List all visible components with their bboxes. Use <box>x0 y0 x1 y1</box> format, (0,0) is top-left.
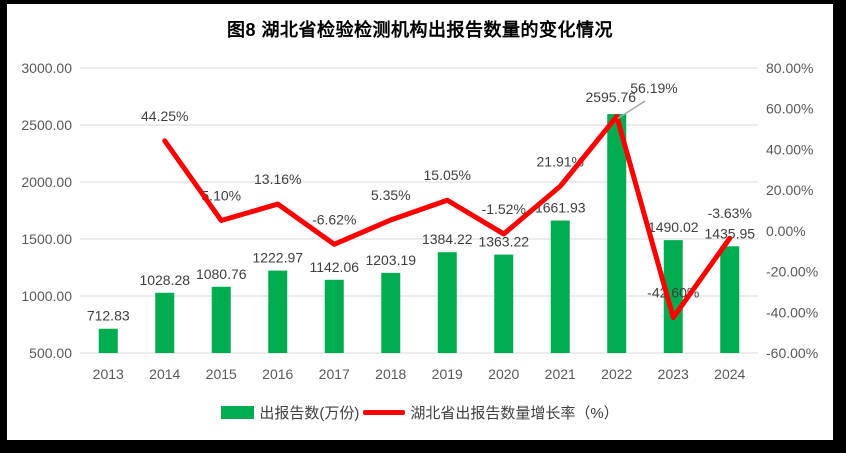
growth-value-label: 44.25% <box>141 108 188 124</box>
bar-2013[interactable] <box>98 328 118 353</box>
left-axis-tick: 1000.00 <box>21 288 72 304</box>
right-axis-tick: 60.00% <box>766 101 813 117</box>
legend-line-swatch <box>363 410 406 415</box>
bar-value-label: 1028.28 <box>139 272 190 288</box>
growth-value-label: 5.35% <box>371 187 411 203</box>
growth-line[interactable] <box>162 113 733 321</box>
x-axis-label: 2016 <box>262 366 293 382</box>
bar-value-label: 1222.97 <box>252 250 303 266</box>
bar-value-label: 1384.22 <box>422 231 473 247</box>
legend-bar-label: 出报告数(万份) <box>259 405 360 422</box>
left-axis-tick: 3000.00 <box>21 60 72 76</box>
bar-2014[interactable] <box>155 292 175 353</box>
x-axis-label: 2020 <box>488 366 519 382</box>
label-leader-line <box>617 100 646 120</box>
bar-2016[interactable] <box>268 270 288 353</box>
growth-value-label: 5.10% <box>201 187 241 203</box>
x-axis-label: 2021 <box>545 366 576 382</box>
left-axis-tick: 500.00 <box>29 345 72 361</box>
bar-value-label: 1203.19 <box>365 252 416 268</box>
bar-2023[interactable] <box>663 240 683 353</box>
bar-value-label: 1363.22 <box>478 234 529 250</box>
legend-bar-swatch <box>221 406 255 419</box>
bar-value-label: 1490.02 <box>648 219 699 235</box>
bar-2020[interactable] <box>494 254 514 353</box>
bar-value-label: 2595.76 <box>585 89 636 105</box>
x-axis-label: 2013 <box>93 366 124 382</box>
frame-top-border <box>0 0 846 4</box>
right-axis-tick: 40.00% <box>766 141 813 157</box>
right-axis-tick: 80.00% <box>766 60 813 76</box>
right-axis-tick: -20.00% <box>766 264 818 280</box>
bar-value-label: 1661.93 <box>535 200 586 216</box>
chart-title: 图8 湖北省检验检测机构出报告数量的变化情况 <box>226 20 613 40</box>
bar-2022[interactable] <box>607 114 627 353</box>
left-axis-tick: 2500.00 <box>21 117 72 133</box>
left-axis-tick: 2000.00 <box>21 174 72 190</box>
legend-item-line[interactable]: 湖北省出报告数量增长率（%） <box>363 402 619 423</box>
frame-left-border <box>0 0 7 453</box>
right-axis-tick: -40.00% <box>766 304 818 320</box>
bar-2019[interactable] <box>437 252 457 353</box>
chart-legend: 出报告数(万份) 湖北省出报告数量增长率（%） <box>7 402 833 423</box>
right-axis-tick: 20.00% <box>766 182 813 198</box>
growth-value-label: 21.91% <box>537 153 584 169</box>
bar-2018[interactable] <box>381 272 401 353</box>
right-axis-tick: -60.00% <box>766 345 818 361</box>
left-axis-tick: 1500.00 <box>21 231 72 247</box>
x-axis-label: 2022 <box>601 366 632 382</box>
growth-value-label: 56.19% <box>630 80 677 96</box>
growth-value-label: -1.52% <box>482 201 526 217</box>
x-axis-label: 2015 <box>206 366 237 382</box>
x-axis-label: 2018 <box>375 366 406 382</box>
legend-item-bars[interactable]: 出报告数(万份) <box>221 402 359 423</box>
frame-bottom-border <box>0 440 846 453</box>
growth-value-label: 15.05% <box>424 167 471 183</box>
x-axis-label: 2019 <box>432 366 463 382</box>
bar-2015[interactable] <box>211 286 231 353</box>
bar-2024[interactable] <box>720 246 740 353</box>
growth-value-label: 13.16% <box>254 171 301 187</box>
bar-value-label: 1080.76 <box>196 266 247 282</box>
right-axis-tick: 0.00% <box>766 223 806 239</box>
bar-value-label: 712.83 <box>87 308 130 324</box>
legend-line-label: 湖北省出报告数量增长率（%） <box>410 405 619 422</box>
x-axis-label: 2014 <box>149 366 180 382</box>
bar-value-label: 1142.06 <box>309 259 359 275</box>
bar-value-label: 1435.95 <box>704 225 755 241</box>
frame-right-border <box>833 0 846 453</box>
bar-2017[interactable] <box>324 279 344 353</box>
x-axis-label: 2024 <box>714 366 745 382</box>
x-axis-label: 2023 <box>658 366 689 382</box>
bar-2021[interactable] <box>550 220 570 353</box>
growth-value-label: -6.62% <box>312 211 356 227</box>
x-axis-label: 2017 <box>319 366 350 382</box>
growth-value-label: -3.63% <box>708 205 752 221</box>
